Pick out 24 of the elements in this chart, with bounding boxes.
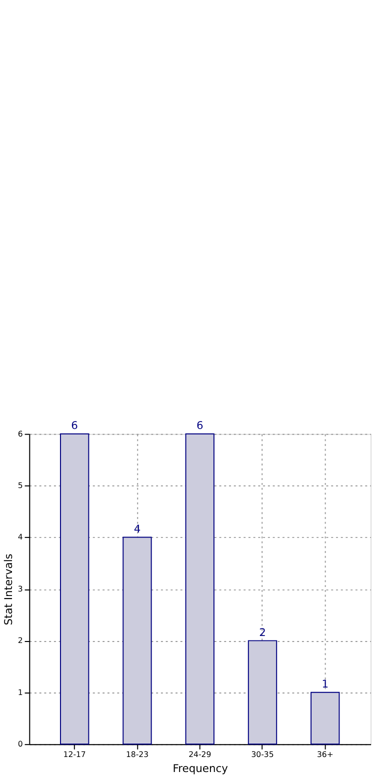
bar	[310, 692, 340, 745]
x-tick-label: 12-17	[63, 750, 86, 760]
bar	[185, 433, 214, 745]
x-axis-title: Frequency	[172, 762, 228, 775]
data-label: 2	[259, 626, 266, 639]
y-tick-label: 6	[18, 429, 23, 438]
y-tick-label: 0	[18, 740, 23, 749]
y-tick-label: 3	[18, 584, 23, 594]
data-label: 6	[71, 418, 78, 432]
y-tick-label: 1	[18, 688, 23, 697]
bar	[248, 640, 278, 745]
data-label: 6	[196, 418, 204, 432]
x-tick-label: 24-29	[188, 750, 212, 760]
bar	[60, 433, 90, 745]
x-tick-label: 18-23	[126, 750, 149, 760]
bar	[122, 536, 152, 745]
y-tick-label: 5	[18, 480, 23, 490]
y-axis-title: Stat Intervals	[2, 553, 16, 626]
data-label: 4	[134, 522, 141, 536]
y-tick-label: 4	[18, 532, 23, 542]
x-tick-label: 30-35	[251, 750, 274, 760]
data-label: 1	[322, 678, 329, 691]
y-tick-label: 2	[18, 636, 23, 646]
x-tick-label: 36+	[316, 750, 334, 760]
